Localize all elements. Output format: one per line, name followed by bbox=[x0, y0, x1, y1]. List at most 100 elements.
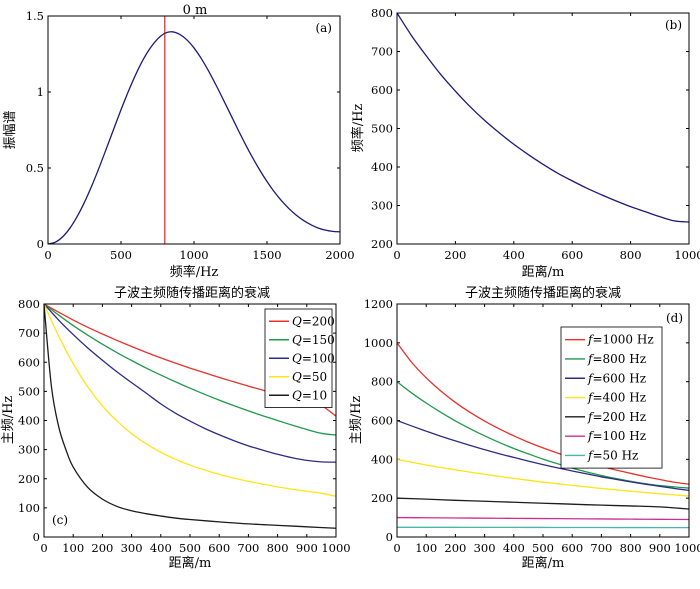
panel-d-xtick-label: 400 bbox=[503, 541, 525, 555]
panel-c-xtick-label: 100 bbox=[62, 541, 84, 555]
panel-d-legend-value: =50 Hz bbox=[592, 448, 638, 462]
panel-d-xtick-label: 800 bbox=[620, 541, 642, 555]
panel-d-xtick-label: 300 bbox=[474, 541, 496, 555]
panel-b-ylabel: 频率/Hz bbox=[350, 104, 366, 153]
panel-b-xlabel: 距离/m bbox=[522, 264, 565, 280]
panel-c-ytick-label: 300 bbox=[18, 443, 40, 457]
panel-a-ylabel: 振幅谱 bbox=[3, 110, 18, 149]
panel-a-plot bbox=[47, 16, 341, 245]
panel-d-legend-entry: f=800 Hz bbox=[587, 352, 646, 366]
panel-b-xtick-label: 800 bbox=[620, 248, 642, 262]
panel-b-ytick-label: 300 bbox=[371, 199, 393, 213]
panel-a-title: 0 m bbox=[183, 3, 208, 18]
panel-c-legend-entry: Q=50 bbox=[292, 370, 327, 384]
panel-d-ytick-label: 1200 bbox=[364, 297, 393, 311]
panel-b-xtick-label: 0 bbox=[393, 248, 400, 262]
panel-c-ytick-label: 200 bbox=[18, 472, 40, 486]
panel-d-legend-value: =200 Hz bbox=[592, 410, 646, 424]
panel-b-xtick-label: 600 bbox=[561, 248, 583, 262]
panel-d-legend-symbol: f bbox=[587, 429, 595, 443]
panel-c-xlabel: 距离/m bbox=[169, 555, 212, 571]
panel-d-legend-entry: f=600 Hz bbox=[587, 371, 646, 385]
panel-a-label: (a) bbox=[315, 21, 332, 35]
panel-d-legend-value: =400 Hz bbox=[592, 391, 646, 405]
panel-d-xtick-label: 600 bbox=[561, 541, 583, 555]
panel-c-xtick-label: 400 bbox=[150, 541, 172, 555]
panel-d-xtick-label: 500 bbox=[532, 541, 554, 555]
panel-a-ytick-label: 1.5 bbox=[26, 9, 44, 23]
panel-c-series-1-line bbox=[43, 303, 337, 436]
panel-d-legend-entry: f=50 Hz bbox=[587, 448, 638, 462]
panel-a: 0 m 0 500 1000 1500 2000 00.511.5 (a) 频率/Hz … bbox=[3, 3, 355, 280]
panel-a-frame bbox=[47, 15, 341, 245]
panel-d-legend-entry: f=400 Hz bbox=[587, 391, 646, 405]
panel-d-ytick-label: 0 bbox=[386, 530, 393, 544]
panel-c-legend-symbol: Q bbox=[292, 351, 302, 365]
panel-a-xlabel: 频率/Hz bbox=[170, 264, 219, 280]
panel-d-label: (d) bbox=[666, 311, 683, 325]
panel-c-legend-value: =200 bbox=[302, 314, 335, 328]
panel-d: 子波主频随传播距离的衰减 0 100 200 300 400 500 600 700 800 90… bbox=[349, 285, 700, 571]
panel-c-ylabel: 主频/Hz bbox=[1, 396, 16, 445]
panel-d-ytick-label: 200 bbox=[371, 491, 393, 505]
panel-b-frame bbox=[396, 12, 690, 245]
panel-c-xtick-label: 0 bbox=[40, 541, 47, 555]
panel-a-xtick-label: 1500 bbox=[252, 248, 281, 262]
panel-a-xtick-label: 500 bbox=[110, 248, 132, 262]
panel-c-ytick-label: 600 bbox=[18, 355, 40, 369]
panel-c-legend-symbol: Q bbox=[292, 314, 302, 328]
panel-d-xtick-label: 0 bbox=[393, 541, 400, 555]
panel-c-legend-value: =100 bbox=[302, 351, 335, 365]
panel-b-xtick-label: 1000 bbox=[674, 248, 700, 262]
panel-d-yticks: 0 200 400 600 800 1000 1200 bbox=[364, 297, 689, 544]
panel-c: 子波主频随传播距离的衰减 0 100 200 300 400 500 600 700 800 90… bbox=[1, 285, 351, 571]
panel-d-series-0-line bbox=[396, 342, 690, 485]
panel-d-series-5-line bbox=[396, 516, 690, 521]
panel-d-xtick-label: 100 bbox=[415, 541, 437, 555]
panel-c-legend-entry: Q=100 bbox=[292, 351, 335, 365]
panel-b-plot bbox=[396, 12, 690, 223]
panel-a-xtick-label: 1000 bbox=[179, 248, 208, 262]
panel-d-ytick-label: 600 bbox=[371, 414, 393, 428]
panel-d-legend-value: =1000 Hz bbox=[592, 333, 653, 347]
panel-d-legend-symbol: f bbox=[587, 448, 595, 462]
panel-d-title: 子波主频随传播距离的衰减 bbox=[465, 285, 621, 301]
panel-c-legend-value: =10 bbox=[302, 388, 327, 402]
panel-b-ytick-label: 500 bbox=[371, 122, 393, 136]
panel-c-xtick-label: 500 bbox=[179, 541, 201, 555]
panel-a-xtick-label: 2000 bbox=[325, 248, 354, 262]
panel-d-legend-entry: f=200 Hz bbox=[587, 410, 646, 424]
panel-b-xtick-label: 200 bbox=[444, 248, 466, 262]
panel-d-xtick-label: 200 bbox=[444, 541, 466, 555]
panel-c-xtick-label: 1000 bbox=[321, 541, 350, 555]
panel-c-series-4-line bbox=[43, 303, 337, 529]
panel-c-legend-value: =150 bbox=[302, 333, 335, 347]
panel-c-series-3-line bbox=[43, 303, 337, 497]
panel-d-xtick-label: 1000 bbox=[674, 541, 700, 555]
panel-c-xtick-label: 900 bbox=[296, 541, 318, 555]
panel-c-legend-symbol: Q bbox=[292, 333, 302, 347]
panel-d-xlabel: 距离/m bbox=[522, 555, 565, 571]
panel-c-xtick-label: 800 bbox=[267, 541, 289, 555]
panel-b-yticks: 200 300 400 500 600 700 800 bbox=[371, 6, 689, 251]
panel-c-ytick-label: 0 bbox=[33, 530, 40, 544]
panel-c-legend-entry: Q=200 bbox=[292, 314, 335, 328]
panel-d-legend-symbol: f bbox=[587, 333, 595, 347]
panel-c-ytick-label: 700 bbox=[18, 326, 40, 340]
panel-b-ytick-label: 700 bbox=[371, 45, 393, 59]
panel-c-legend-value: =50 bbox=[302, 370, 327, 384]
panel-b-xtick-label: 400 bbox=[503, 248, 525, 262]
panel-c-ytick-label: 400 bbox=[18, 414, 40, 428]
panel-d-series-4-line bbox=[396, 497, 690, 510]
panel-c-ytick-label: 100 bbox=[18, 501, 40, 515]
panel-d-ytick-label: 800 bbox=[371, 375, 393, 389]
panel-d-legend-symbol: f bbox=[587, 352, 595, 366]
panel-c-xtick-label: 200 bbox=[91, 541, 113, 555]
panel-d-series-2-line bbox=[396, 419, 690, 492]
panel-d-legend-value: =800 Hz bbox=[592, 352, 646, 366]
panel-d-ytick-label: 1000 bbox=[364, 336, 393, 350]
panel-c-yticks: 0 100 200 300 400 500 600 700 800 bbox=[18, 297, 336, 544]
panel-c-xtick-label: 300 bbox=[121, 541, 143, 555]
panel-b-label: (b) bbox=[665, 18, 682, 32]
